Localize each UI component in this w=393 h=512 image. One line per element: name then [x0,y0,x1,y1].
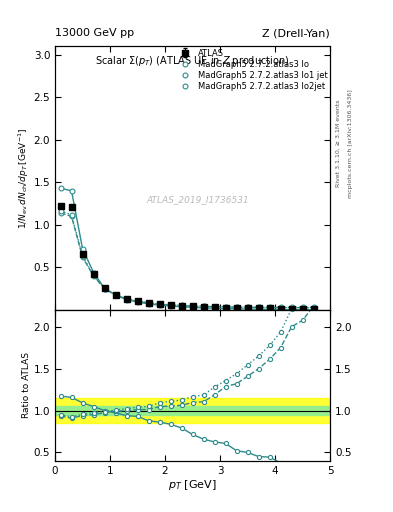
Line: MadGraph5 2.7.2.atlas3 lo2jet: MadGraph5 2.7.2.atlas3 lo2jet [58,209,316,310]
MadGraph5 2.7.2.atlas3 lo2jet [80,253,85,260]
MadGraph5 2.7.2.atlas3 lo [190,304,195,310]
MadGraph5 2.7.2.atlas3 lo1 jet [168,302,173,308]
MadGraph5 2.7.2.atlas3 lo2jet [168,302,173,308]
MadGraph5 2.7.2.atlas3 lo [289,307,294,313]
MadGraph5 2.7.2.atlas3 lo2jet [146,300,151,306]
Text: ATLAS_2019_I1736531: ATLAS_2019_I1736531 [147,195,250,204]
MadGraph5 2.7.2.atlas3 lo2jet [289,304,294,310]
MadGraph5 2.7.2.atlas3 lo2jet [69,211,74,218]
MadGraph5 2.7.2.atlas3 lo2jet [256,304,261,310]
MadGraph5 2.7.2.atlas3 lo [267,306,272,312]
MadGraph5 2.7.2.atlas3 lo2jet [190,303,195,309]
MadGraph5 2.7.2.atlas3 lo1 jet [157,301,162,307]
Bar [55,407,330,415]
MadGraph5 2.7.2.atlas3 lo2jet [223,304,228,310]
MadGraph5 2.7.2.atlas3 lo1 jet [80,254,85,260]
MadGraph5 2.7.2.atlas3 lo2jet [102,286,107,292]
MadGraph5 2.7.2.atlas3 lo [146,301,151,307]
MadGraph5 2.7.2.atlas3 lo [212,305,217,311]
MadGraph5 2.7.2.atlas3 lo [102,285,107,291]
MadGraph5 2.7.2.atlas3 lo1 jet [223,304,228,310]
Text: mcplots.cern.ch [arXiv:1306.3436]: mcplots.cern.ch [arXiv:1306.3436] [348,89,353,198]
MadGraph5 2.7.2.atlas3 lo [58,185,63,191]
MadGraph5 2.7.2.atlas3 lo [124,296,129,303]
Y-axis label: Ratio to ATLAS: Ratio to ATLAS [22,352,31,418]
MadGraph5 2.7.2.atlas3 lo2jet [157,301,162,307]
MadGraph5 2.7.2.atlas3 lo [300,307,305,313]
MadGraph5 2.7.2.atlas3 lo [91,269,96,275]
MadGraph5 2.7.2.atlas3 lo1 jet [234,304,239,310]
MadGraph5 2.7.2.atlas3 lo2jet [311,304,316,310]
MadGraph5 2.7.2.atlas3 lo2jet [113,291,118,297]
Bar [55,398,330,423]
MadGraph5 2.7.2.atlas3 lo2jet [201,303,206,309]
MadGraph5 2.7.2.atlas3 lo1 jet [124,296,129,302]
MadGraph5 2.7.2.atlas3 lo [69,188,74,194]
MadGraph5 2.7.2.atlas3 lo [135,299,140,305]
MadGraph5 2.7.2.atlas3 lo1 jet [201,303,206,309]
MadGraph5 2.7.2.atlas3 lo1 jet [179,303,184,309]
Legend: ATLAS, MadGraph5 2.7.2.atlas3 lo, MadGraph5 2.7.2.atlas3 lo1 jet, MadGraph5 2.7.: ATLAS, MadGraph5 2.7.2.atlas3 lo, MadGra… [176,49,328,91]
MadGraph5 2.7.2.atlas3 lo1 jet [135,298,140,305]
MadGraph5 2.7.2.atlas3 lo2jet [91,272,96,278]
MadGraph5 2.7.2.atlas3 lo [234,306,239,312]
MadGraph5 2.7.2.atlas3 lo1 jet [58,210,63,216]
MadGraph5 2.7.2.atlas3 lo1 jet [289,305,294,311]
Text: Rivet 3.1.10, ≥ 3.1M events: Rivet 3.1.10, ≥ 3.1M events [336,100,341,187]
MadGraph5 2.7.2.atlas3 lo [168,303,173,309]
X-axis label: $p_T$ [GeV]: $p_T$ [GeV] [168,478,217,493]
Y-axis label: $1/N_\mathregular{ev}\,dN_\mathregular{ch}/dp_T\,[\mathregular{GeV}^{-1}]$: $1/N_\mathregular{ev}\,dN_\mathregular{c… [17,127,31,229]
MadGraph5 2.7.2.atlas3 lo [201,305,206,311]
MadGraph5 2.7.2.atlas3 lo1 jet [102,286,107,292]
MadGraph5 2.7.2.atlas3 lo2jet [267,304,272,310]
MadGraph5 2.7.2.atlas3 lo1 jet [300,305,305,311]
MadGraph5 2.7.2.atlas3 lo [245,306,250,312]
Line: MadGraph5 2.7.2.atlas3 lo1 jet: MadGraph5 2.7.2.atlas3 lo1 jet [58,210,316,310]
MadGraph5 2.7.2.atlas3 lo2jet [300,304,305,310]
MadGraph5 2.7.2.atlas3 lo2jet [212,304,217,310]
MadGraph5 2.7.2.atlas3 lo1 jet [113,292,118,298]
Text: 13000 GeV pp: 13000 GeV pp [55,28,134,38]
MadGraph5 2.7.2.atlas3 lo [80,246,85,252]
MadGraph5 2.7.2.atlas3 lo [278,306,283,312]
MadGraph5 2.7.2.atlas3 lo1 jet [146,300,151,306]
MadGraph5 2.7.2.atlas3 lo1 jet [256,304,261,310]
Text: Scalar $\Sigma(p_T)$ (ATLAS UE in $Z$ production): Scalar $\Sigma(p_T)$ (ATLAS UE in $Z$ pr… [95,54,290,68]
MadGraph5 2.7.2.atlas3 lo [256,306,261,312]
MadGraph5 2.7.2.atlas3 lo2jet [278,304,283,310]
MadGraph5 2.7.2.atlas3 lo1 jet [267,305,272,311]
MadGraph5 2.7.2.atlas3 lo1 jet [245,304,250,310]
MadGraph5 2.7.2.atlas3 lo2jet [245,304,250,310]
MadGraph5 2.7.2.atlas3 lo1 jet [212,304,217,310]
MadGraph5 2.7.2.atlas3 lo [157,302,162,308]
MadGraph5 2.7.2.atlas3 lo2jet [124,295,129,302]
MadGraph5 2.7.2.atlas3 lo2jet [58,208,63,215]
MadGraph5 2.7.2.atlas3 lo2jet [234,304,239,310]
MadGraph5 2.7.2.atlas3 lo [113,292,118,298]
MadGraph5 2.7.2.atlas3 lo1 jet [278,305,283,311]
MadGraph5 2.7.2.atlas3 lo [311,307,316,313]
MadGraph5 2.7.2.atlas3 lo [179,304,184,310]
MadGraph5 2.7.2.atlas3 lo1 jet [190,303,195,309]
MadGraph5 2.7.2.atlas3 lo2jet [179,302,184,308]
Line: MadGraph5 2.7.2.atlas3 lo: MadGraph5 2.7.2.atlas3 lo [58,186,316,312]
Text: Z (Drell-Yan): Z (Drell-Yan) [263,28,330,38]
MadGraph5 2.7.2.atlas3 lo [223,306,228,312]
MadGraph5 2.7.2.atlas3 lo1 jet [69,214,74,220]
MadGraph5 2.7.2.atlas3 lo1 jet [91,273,96,279]
MadGraph5 2.7.2.atlas3 lo2jet [135,298,140,304]
MadGraph5 2.7.2.atlas3 lo1 jet [311,305,316,311]
